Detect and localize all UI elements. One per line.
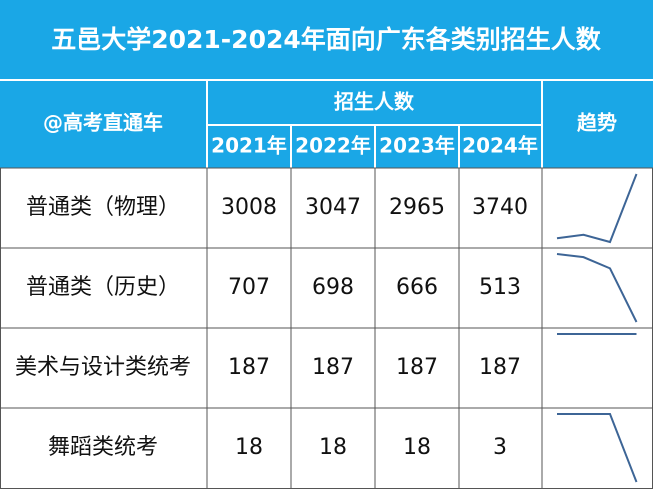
row-label: 美术与设计类统考: [15, 355, 191, 380]
cell-value: 18: [235, 435, 263, 460]
group-label: 招生人数: [334, 90, 415, 114]
row-label: 普通类（物理）: [26, 195, 180, 220]
header-lines: [0, 79, 653, 168]
cell-value: 187: [479, 355, 521, 380]
row-label: 舞蹈类统考: [48, 435, 158, 460]
cell-value: 3008: [221, 195, 277, 220]
header-bg: [0, 0, 653, 168]
year-label: 2023年: [379, 134, 455, 158]
row-label: 普通类（历史）: [26, 275, 180, 300]
cell-value: 666: [396, 275, 438, 300]
cell-value: 3047: [305, 195, 361, 220]
year-label: 2021年: [211, 134, 287, 158]
year-label: 2022年: [295, 134, 371, 158]
cell-value: 698: [312, 275, 354, 300]
year-label: 2024年: [462, 134, 538, 158]
title: 五邑大学2021-2024年面向广东各类别招生人数: [51, 25, 602, 54]
cell-value: 2965: [389, 195, 445, 220]
cell-value: 187: [228, 355, 270, 380]
sparkline: [556, 253, 638, 323]
corner-label: @高考直通车: [43, 111, 163, 135]
cell-value: 707: [228, 275, 270, 300]
cell-value: 187: [396, 355, 438, 380]
cell-value: 3740: [472, 195, 528, 220]
sparkline: [556, 173, 638, 244]
cell-value: 187: [312, 355, 354, 380]
cell-value: 18: [319, 435, 347, 460]
sparkline: [557, 413, 638, 483]
cell-value: 513: [479, 275, 521, 300]
cell-value: 18: [403, 435, 431, 460]
cell-value: 3: [493, 435, 507, 460]
trend-label: 趋势: [577, 111, 617, 135]
